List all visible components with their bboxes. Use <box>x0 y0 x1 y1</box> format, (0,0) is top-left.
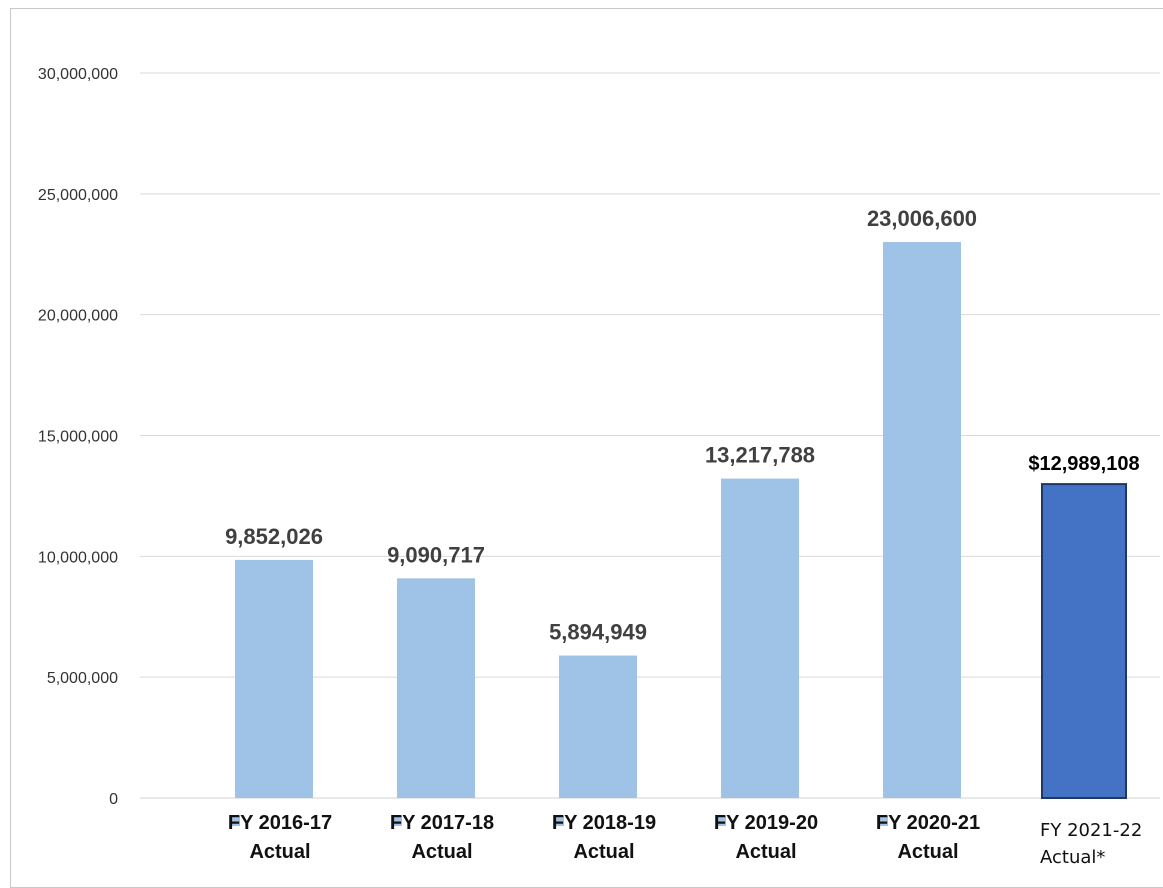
category-marker <box>554 816 564 826</box>
bar <box>559 655 637 798</box>
category-marker <box>716 816 726 826</box>
data-label: 9,090,717 <box>387 542 485 567</box>
y-tick-label: 10,000,000 <box>38 549 118 566</box>
data-label: 9,852,026 <box>225 524 323 549</box>
x-tick-label-line2: Actual <box>249 841 310 863</box>
bar-chart: 0 5,000,000 10,000,000 15,000,000 20,000,000… <box>38 66 1160 868</box>
x-tick-label-line2: Actual <box>573 841 634 863</box>
bar <box>235 559 313 798</box>
x-tick-label-line2: Actual <box>897 841 958 863</box>
x-tick-label: FY 2021-22 <box>1040 820 1142 841</box>
data-label: 5,894,949 <box>549 620 647 645</box>
y-tick-label: 0 <box>109 791 118 808</box>
data-label: 13,217,788 <box>705 443 815 468</box>
x-tick-label: FY 2018-19 <box>552 812 656 834</box>
x-tick-label-line2: Actual <box>735 841 796 863</box>
data-label: $12,989,108 <box>1028 453 1139 475</box>
category-marker <box>392 816 402 826</box>
x-tick-label: FY 2019-20 <box>714 812 818 834</box>
bar <box>721 478 799 798</box>
bar <box>883 242 961 798</box>
category-marker <box>230 816 240 826</box>
y-tick-label: 30,000,000 <box>38 66 118 83</box>
x-tick-label-line2: Actual* <box>1040 847 1105 868</box>
category-marker <box>878 816 888 826</box>
bar <box>397 578 475 798</box>
x-tick-label: FY 2016-17 <box>228 812 332 834</box>
y-tick-label: 15,000,000 <box>38 429 118 446</box>
y-tick-label: 25,000,000 <box>38 187 118 204</box>
data-label: 23,006,600 <box>867 206 977 231</box>
y-tick-label: 20,000,000 <box>38 308 118 325</box>
y-tick-label: 5,000,000 <box>47 670 118 687</box>
x-tick-label: FY 2017-18 <box>390 812 494 834</box>
x-tick-label-line2: Actual <box>411 841 472 863</box>
bar <box>1041 483 1127 799</box>
x-tick-label: FY 2020-21 <box>876 812 980 834</box>
